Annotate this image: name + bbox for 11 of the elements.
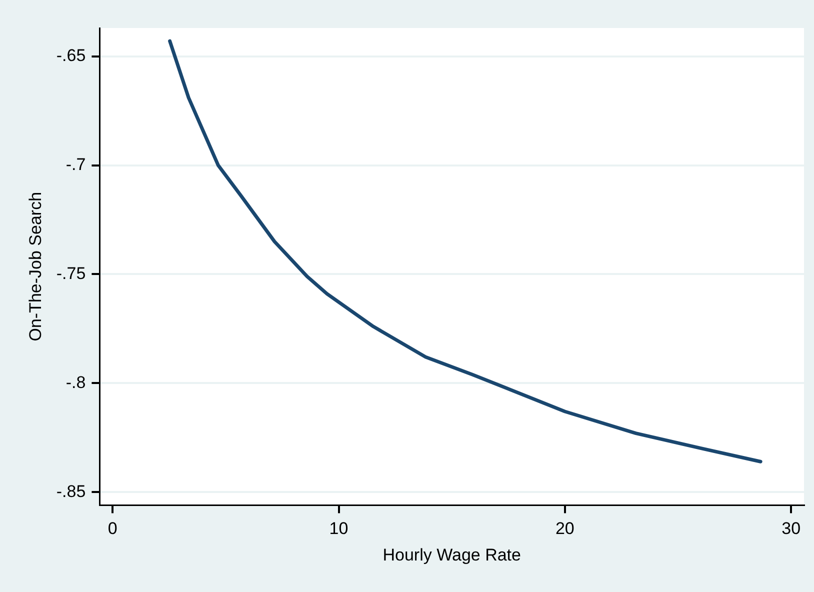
x-tick-label: 10 — [329, 519, 348, 538]
x-tick-label: 20 — [555, 519, 574, 538]
y-tick-label: -.85 — [56, 482, 86, 501]
x-axis-title: Hourly Wage Rate — [382, 545, 521, 564]
y-tick-label: -.65 — [56, 46, 86, 66]
x-tick-label: 30 — [782, 519, 801, 538]
y-tick-label: -.75 — [56, 264, 86, 283]
y-tick-label: -.7 — [66, 154, 86, 174]
x-tick-label: 0 — [108, 519, 118, 538]
y-tick-label: -.8 — [66, 372, 86, 392]
y-axis-title: On-The-Job Search — [26, 192, 45, 342]
